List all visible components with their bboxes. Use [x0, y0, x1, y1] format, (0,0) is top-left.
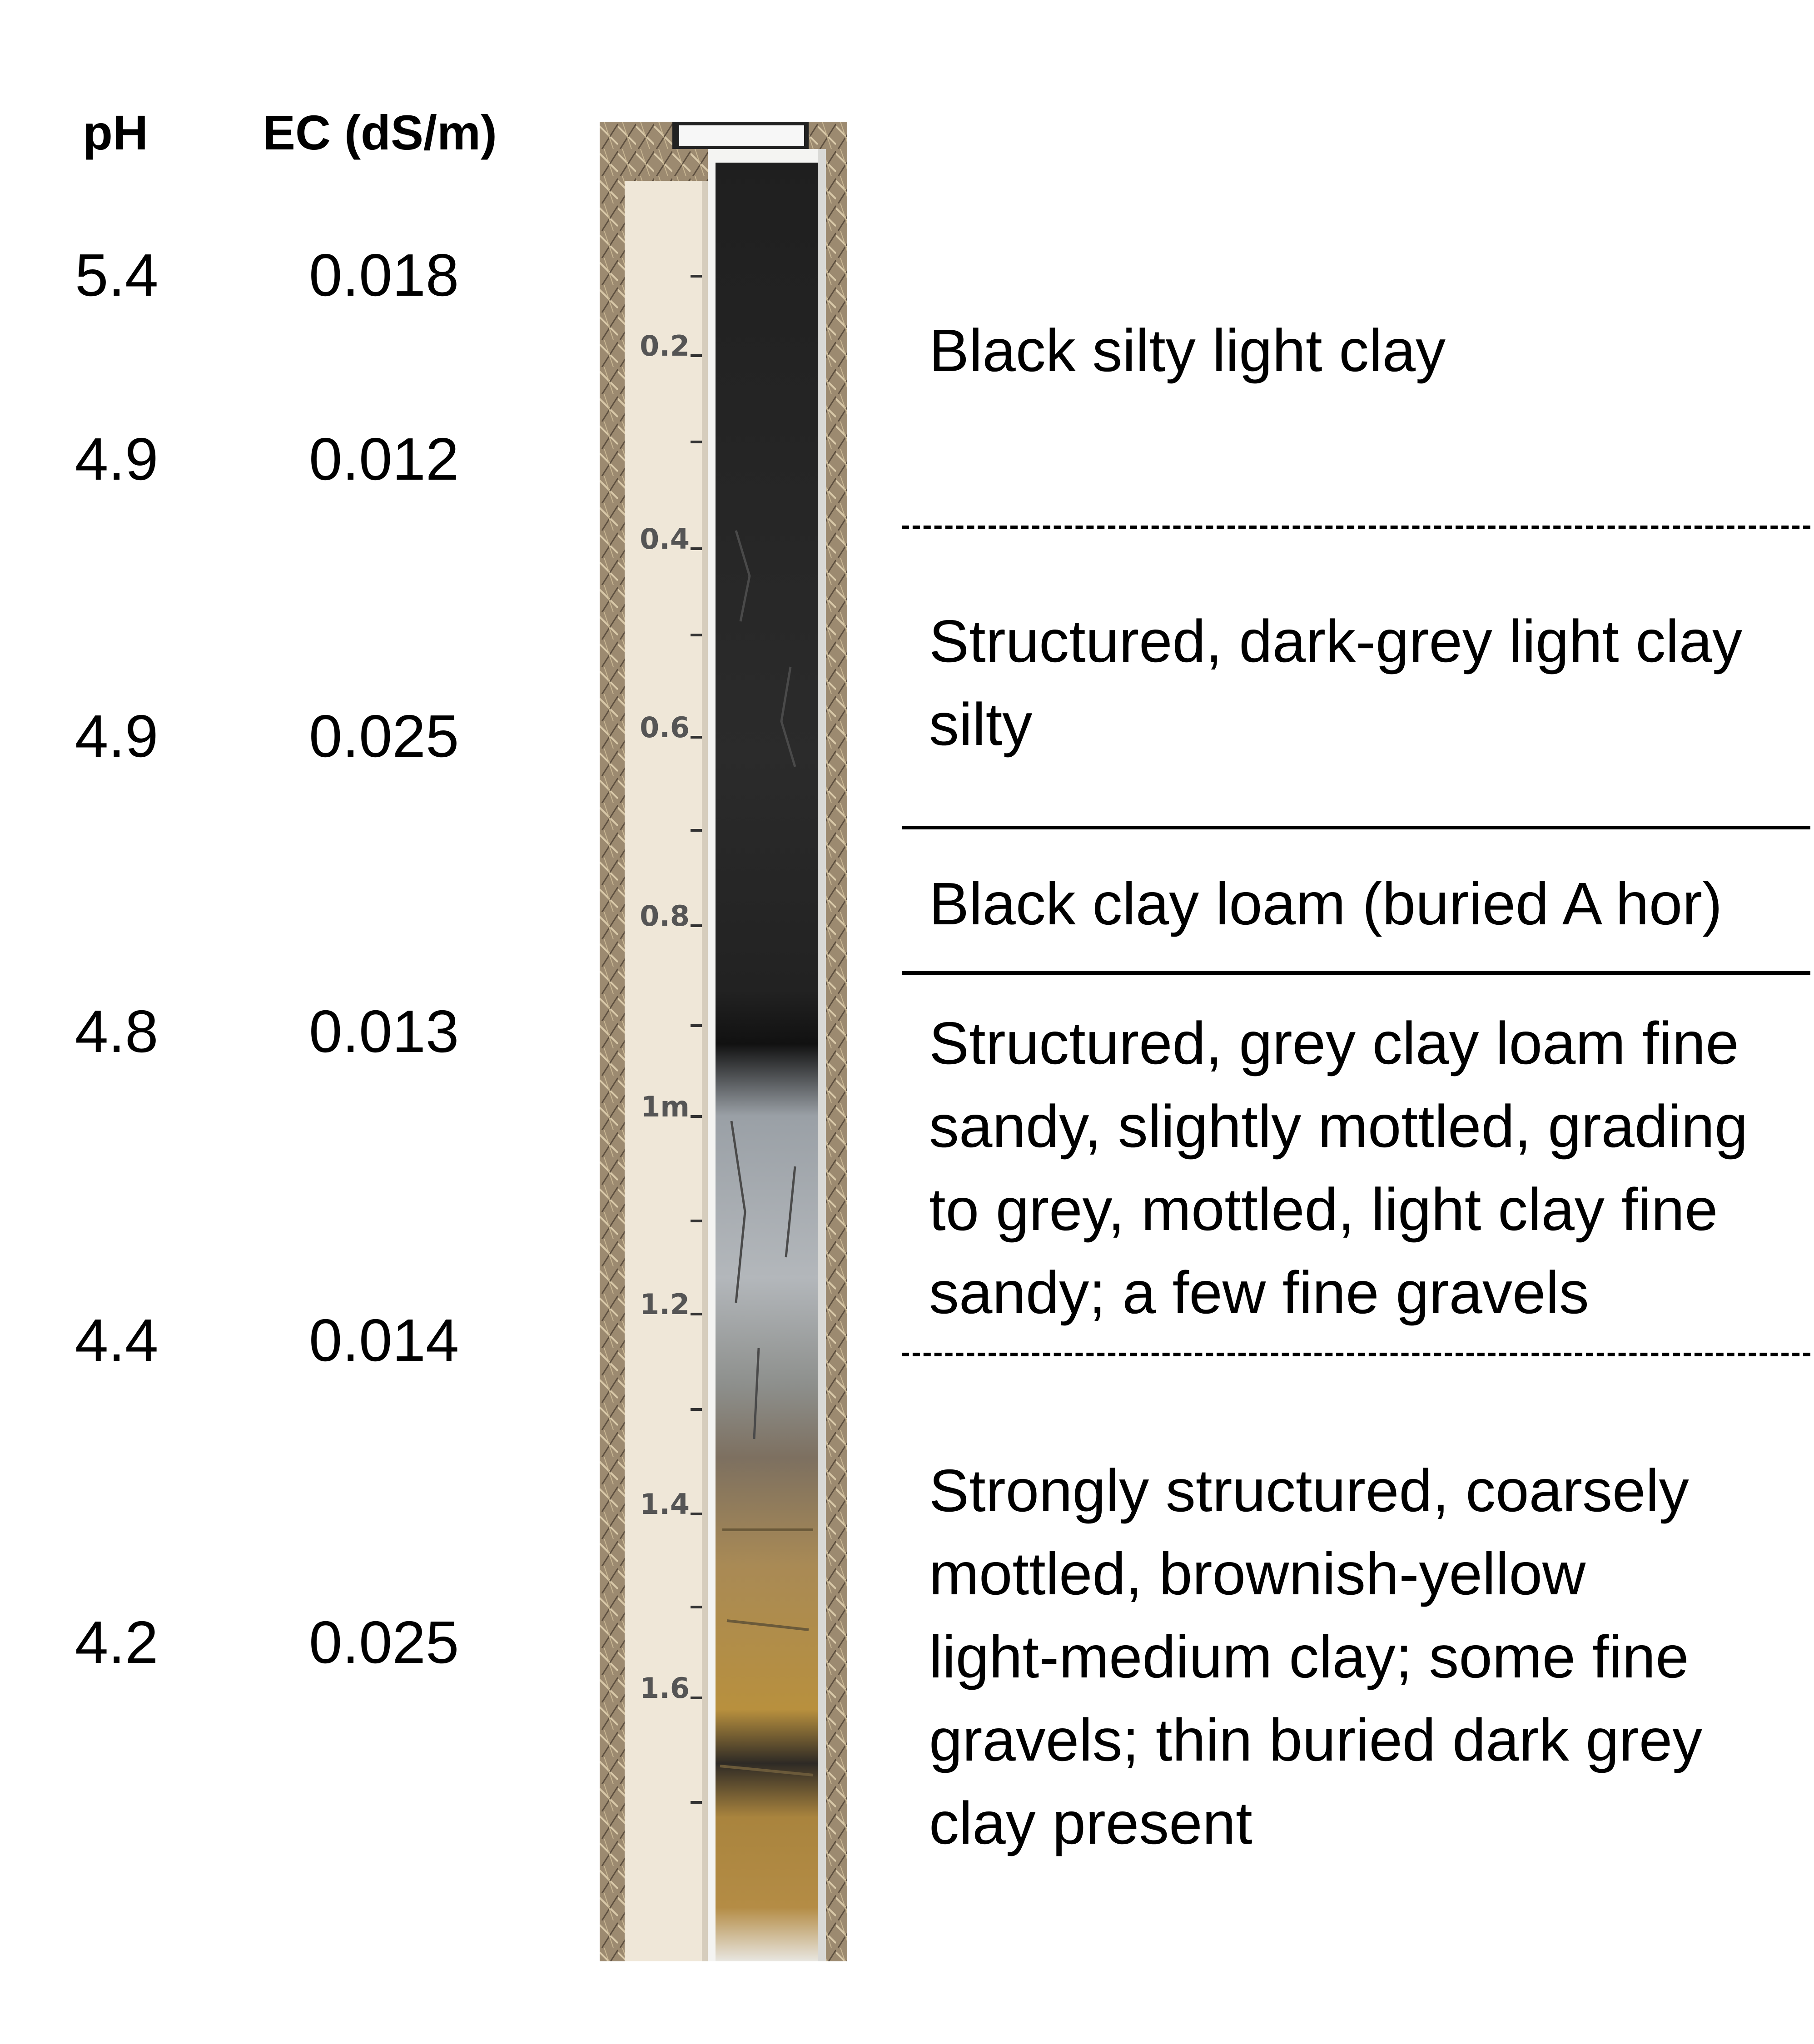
horizon-boundary-dashed	[902, 1353, 1810, 1356]
ruler-label: 1m	[641, 1090, 690, 1123]
ph-value: 4.9	[75, 426, 159, 492]
description-line: silty	[929, 691, 1033, 758]
ruler-label: 0.8	[640, 899, 690, 933]
horizon-description: Structured, dark-grey light clay silty	[929, 600, 1810, 766]
ruler-label: 1.6	[640, 1672, 690, 1705]
description-line: Structured, dark-grey light clay	[929, 608, 1743, 675]
ruler-label: 0.2	[640, 329, 690, 362]
ec-value: 0.025	[309, 703, 459, 769]
ph-value: 4.9	[75, 703, 159, 769]
description-line: sandy; a few fine gravels	[929, 1259, 1589, 1326]
ec-value: 0.025	[309, 1609, 459, 1676]
ph-value: 4.4	[75, 1307, 159, 1374]
ruler-label: 0.4	[640, 522, 690, 556]
ph-value: 4.2	[75, 1609, 159, 1676]
ph-header: pH	[83, 105, 148, 160]
description-line: light-medium clay; some fine	[929, 1623, 1689, 1690]
description-line: Black silty light clay	[929, 317, 1446, 384]
description-line: Structured, grey clay loam fine	[929, 1010, 1739, 1077]
ruler-label: 1.2	[640, 1288, 690, 1321]
description-line: clay present	[929, 1790, 1252, 1856]
ec-value: 0.012	[309, 426, 459, 492]
horizon-boundary-solid	[902, 971, 1810, 975]
ec-value: 0.018	[309, 242, 459, 308]
horizon-description: Black silty light clay	[929, 309, 1810, 392]
ruler-label: 0.6	[640, 711, 690, 744]
ec-value: 0.014	[309, 1307, 459, 1374]
description-line: to grey, mottled, light clay fine	[929, 1176, 1718, 1243]
description-line: gravels; thin buried dark grey	[929, 1707, 1703, 1773]
horizon-boundary-dashed	[902, 526, 1810, 529]
horizon-description: Strongly structured, coarsely mottled, b…	[929, 1449, 1810, 1865]
soil-core-photo: 0.2 0.4 0.6 0.8 1m 1.2 1.4 1.6	[600, 122, 847, 1961]
description-line: mottled, brownish-yellow	[929, 1540, 1586, 1607]
ph-value: 5.4	[75, 242, 159, 308]
description-line: Strongly structured, coarsely	[929, 1457, 1689, 1524]
ec-value: 0.013	[309, 998, 459, 1065]
horizon-boundary-solid	[902, 826, 1810, 829]
horizon-description: Structured, grey clay loam fine sandy, s…	[929, 1002, 1810, 1334]
horizon-description: Black clay loam (buried A hor)	[929, 862, 1810, 945]
description-line: sandy, slightly mottled, grading	[929, 1093, 1748, 1160]
ph-value: 4.8	[75, 998, 159, 1065]
description-line: Black clay loam (buried A hor)	[929, 870, 1723, 937]
ruler-label: 1.4	[640, 1488, 690, 1521]
ec-header: EC (dS/m)	[263, 105, 497, 160]
